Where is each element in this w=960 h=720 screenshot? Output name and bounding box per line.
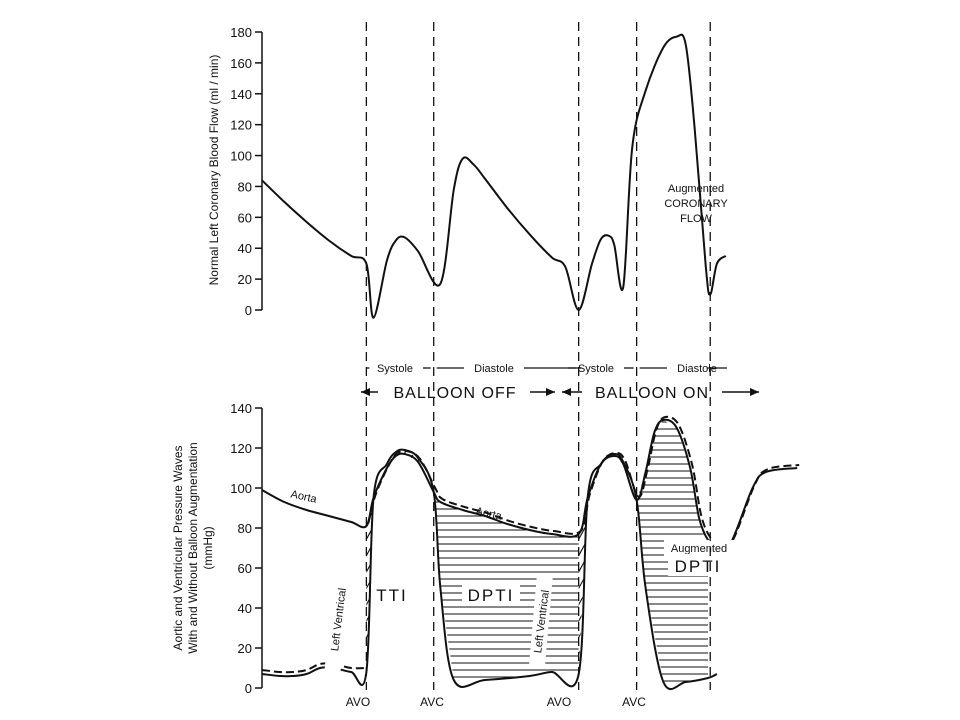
hatch-line: [147, 438, 287, 692]
aorta-pressure-dashed: [367, 415, 800, 548]
augmented-label: Augmented: [671, 543, 727, 555]
augmented-dpti-label: DPTI: [675, 557, 722, 576]
lv-label-1-bg: [324, 567, 350, 673]
top-panel: Normal Left Coronary Blood Flow (ml / mi…: [207, 25, 728, 319]
top-y-tick-label: 0: [245, 303, 252, 318]
top-y-tick-label: 100: [230, 149, 252, 164]
top-y-tick-label: 80: [238, 179, 252, 194]
bottom-y-tick-label: 80: [238, 521, 252, 536]
bottom-y-tick-label: 20: [238, 641, 252, 656]
dpti-label: DPTI: [468, 586, 515, 605]
bottom-y-ticks: 0 20 40 60 80 100 120 140: [230, 401, 262, 696]
bottom-y-tick-label: 60: [238, 561, 252, 576]
bottom-y-tick-label: 120: [230, 441, 252, 456]
bottom-y-tick-label: 140: [230, 401, 252, 416]
avo-marker-1: AVO: [346, 695, 370, 709]
event-lines: [365, 22, 711, 690]
top-y-tick-label: 120: [230, 118, 252, 133]
balloon-off-label: BALLOON OFF: [393, 385, 516, 402]
hatch-line: [366, 450, 432, 672]
augmented-dpti-label-bg: [668, 554, 728, 576]
top-y-tick-label: 140: [230, 87, 252, 102]
phase-systole-2: Systole: [578, 363, 614, 375]
avc-marker-1: AVC: [420, 695, 444, 709]
augmented-label-bg: [664, 540, 734, 556]
aorta-pressure-curve: [261, 418, 798, 551]
top-y-tick-label: 20: [238, 272, 252, 287]
annotation-line-1: Augmented: [668, 183, 724, 195]
hatch-line: [366, 450, 378, 672]
augmented-flow-annotation: Augmented CORONARY FLOW: [664, 183, 728, 225]
bottom-y-axis-label-line-3: (mmHg): [201, 526, 215, 569]
annotation-line-3: FLOW: [680, 213, 712, 225]
top-y-tick-label: 60: [238, 210, 252, 225]
phase-systole-1: Systole: [377, 363, 413, 375]
tti-label: TTI: [376, 586, 408, 605]
top-y-tick-label: 40: [238, 241, 252, 256]
bottom-y-axis-label-line-1: Aortic and Ventricular Pressure Waves: [171, 446, 185, 651]
hatch-line: [366, 450, 396, 672]
avc-marker-2: AVC: [622, 695, 646, 709]
bottom-panel: Aortic and Ventricular Pressure Waves Wi…: [147, 401, 800, 709]
phase-diastole-2: Diastole: [677, 363, 717, 375]
annotation-line-2: CORONARY: [664, 198, 728, 210]
top-y-ticks: 0 20 40 60 80 100 120 140 160 180: [230, 25, 262, 318]
phase-labels: Systole Diastole Systole Diastole BALLOO…: [361, 363, 759, 402]
top-y-axis-label: Normal Left Coronary Blood Flow (ml / mi…: [207, 55, 221, 286]
top-y-tick-label: 160: [230, 56, 252, 71]
balloon-on-label: BALLOON ON: [595, 385, 709, 402]
lv-label-2-bg: [529, 573, 553, 667]
avo-marker-2: AVO: [547, 695, 571, 709]
bottom-y-tick-label: 0: [245, 681, 252, 696]
phase-diastole-1: Diastole: [474, 363, 514, 375]
hatch-line: [366, 450, 414, 672]
bottom-y-axis-label: Aortic and Ventricular Pressure Waves Wi…: [171, 442, 215, 653]
hatch-line: [201, 438, 341, 692]
bottom-y-tick-label: 100: [230, 481, 252, 496]
coronary-flow-curve: [261, 33, 727, 319]
bottom-y-axis-label-line-2: With and Without Balloon Augmentation: [186, 442, 200, 653]
hatch-line: [366, 450, 387, 672]
dpti-label-bg: [462, 584, 520, 606]
bottom-y-tick-label: 40: [238, 601, 252, 616]
top-y-tick-label: 180: [230, 25, 252, 40]
aorta-label-2: Aorta: [475, 505, 504, 522]
left-ventricle-pressure-dashed: [261, 662, 367, 674]
hatch-line: [366, 450, 423, 672]
tti-label-bg: [371, 584, 413, 606]
aorta-label-1: Aorta: [290, 488, 319, 505]
